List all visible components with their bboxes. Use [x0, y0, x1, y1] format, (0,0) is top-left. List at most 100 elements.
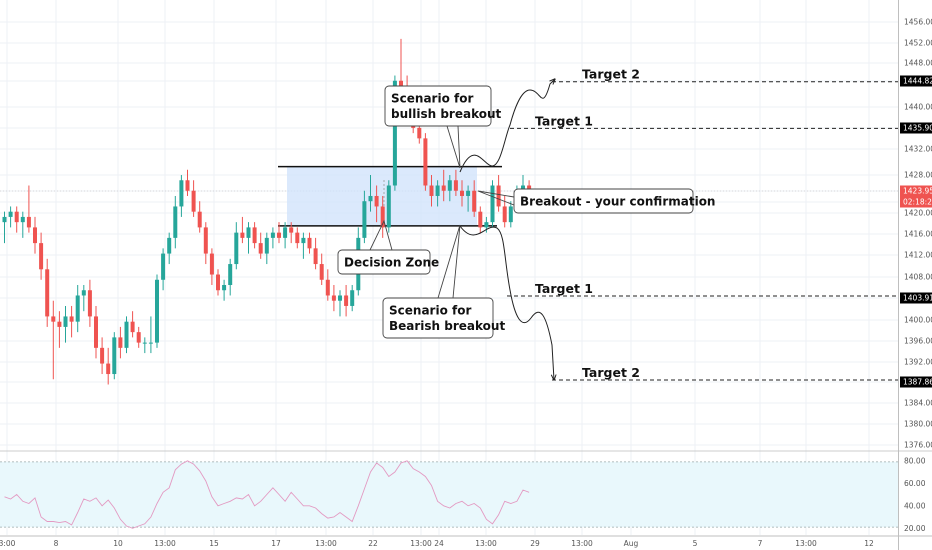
- candle: [106, 347, 111, 385]
- candle: [161, 248, 166, 291]
- candle: [197, 201, 202, 233]
- candle: [51, 300, 56, 380]
- candle-body: [33, 227, 37, 244]
- candle-body: [51, 316, 56, 322]
- time-tick-label: 17: [271, 539, 281, 548]
- candle: [478, 206, 483, 233]
- candle-body: [69, 316, 74, 322]
- price-tick-label: 1376.00: [904, 441, 932, 450]
- candle: [380, 195, 385, 238]
- candle: [118, 326, 123, 359]
- candle: [234, 222, 239, 270]
- candle: [264, 232, 269, 265]
- candle-body: [240, 232, 245, 238]
- price-tag: [900, 185, 932, 197]
- price-tick-label: 1408.00: [904, 273, 932, 282]
- rsi-tick-label: 40.00: [904, 501, 926, 510]
- candle: [191, 180, 196, 217]
- price-tick-label: 1420.00: [904, 209, 932, 218]
- price-tick-label: 1452.00: [904, 39, 932, 48]
- candle-body: [295, 232, 300, 244]
- time-tick-label: 15: [209, 539, 219, 548]
- candle-body: [87, 290, 92, 317]
- price-tag-label: 1403.91: [903, 294, 932, 303]
- candle: [155, 274, 159, 348]
- candle-body: [252, 227, 257, 244]
- candle: [2, 211, 7, 244]
- candle-body: [81, 290, 86, 296]
- candle: [374, 185, 379, 223]
- candle-body: [57, 321, 62, 327]
- candle-body: [484, 222, 489, 228]
- candle-body: [45, 269, 50, 317]
- candle-body: [490, 185, 495, 223]
- candle: [148, 316, 153, 354]
- candle-body: [368, 195, 373, 202]
- candle: [429, 175, 434, 207]
- candle: [8, 206, 13, 228]
- candle: [350, 285, 355, 312]
- time-tick-label: 13:00: [475, 539, 497, 548]
- bearish-callout-text: Bearish breakout: [389, 319, 505, 333]
- rsi-panel: [0, 460, 898, 529]
- bullish-callout-pointer: [446, 125, 461, 169]
- price-tag-label: 1423.95: [903, 187, 932, 196]
- bull-target-1-label: Target 1: [535, 113, 593, 128]
- candle-body: [191, 190, 196, 212]
- time-tick-label: 13:00: [795, 539, 817, 548]
- candle-body: [386, 185, 391, 228]
- candle-body: [508, 206, 513, 223]
- candle: [87, 279, 92, 327]
- candle-body: [20, 216, 25, 223]
- candle-body: [270, 232, 275, 238]
- candle: [331, 285, 336, 312]
- candle-body: [167, 237, 172, 254]
- candle-body: [185, 180, 190, 191]
- candle: [496, 175, 501, 212]
- price-tag: [900, 292, 932, 304]
- candle: [283, 222, 288, 249]
- candle: [142, 337, 147, 354]
- candle: [179, 175, 184, 217]
- candle-body: [130, 321, 135, 333]
- candle: [325, 269, 330, 301]
- candle-body: [222, 285, 227, 291]
- candle-body: [453, 180, 458, 191]
- rsi-tick-label: 20.00: [904, 524, 926, 533]
- candle: [173, 195, 178, 249]
- candle-body: [527, 185, 532, 191]
- candle-body: [313, 248, 318, 265]
- candle-body: [362, 201, 367, 238]
- candle-body: [447, 180, 452, 191]
- candle-body: [203, 227, 208, 254]
- candle: [94, 305, 98, 359]
- candle: [313, 237, 318, 270]
- candle: [63, 305, 68, 343]
- price-tag: [900, 75, 932, 87]
- candle-body: [161, 253, 166, 280]
- candle-body: [496, 185, 501, 207]
- decision-zone-callout-pointer: [369, 219, 393, 251]
- time-tick-label: 22: [368, 539, 378, 548]
- candle-body: [283, 227, 288, 238]
- candle: [130, 311, 135, 338]
- candle-body: [75, 295, 80, 322]
- candle-body: [350, 290, 355, 306]
- candle: [508, 201, 513, 228]
- candle-body: [142, 342, 147, 344]
- candle: [100, 337, 105, 375]
- candle: [222, 279, 227, 301]
- candle: [435, 180, 440, 207]
- candle-body: [374, 195, 379, 207]
- price-tick-label: 1428.00: [904, 171, 932, 180]
- price-tag-label: 1435.90: [903, 124, 932, 133]
- candle-body: [118, 337, 123, 348]
- rsi-line: [4, 460, 530, 529]
- price-tick-label: 1396.00: [904, 337, 932, 346]
- candle-body: [26, 216, 31, 228]
- candle-body: [325, 279, 330, 296]
- rsi-band: [0, 461, 898, 528]
- candle: [319, 253, 324, 286]
